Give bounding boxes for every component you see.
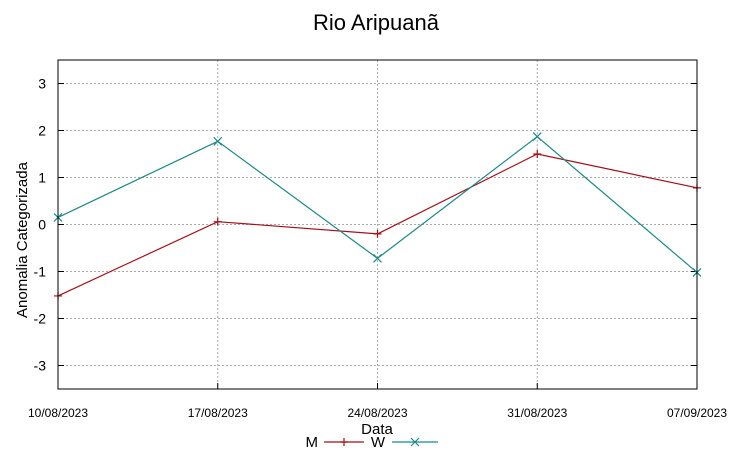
data-point — [373, 253, 382, 263]
x-tick-label: 31/08/2023 — [507, 406, 567, 420]
legend-marker — [410, 437, 420, 447]
data-point — [213, 217, 222, 226]
x-axis-label: Data — [361, 421, 393, 438]
data-point — [213, 136, 223, 146]
x-tick-label: 24/08/2023 — [347, 406, 407, 420]
legend-item-w: W — [371, 434, 438, 451]
y-tick-label: -1 — [34, 264, 47, 280]
legend-item-m: M — [306, 434, 364, 451]
x-tick-label: 10/08/2023 — [28, 406, 88, 420]
plot-frame — [57, 59, 698, 390]
y-tick-label: -2 — [34, 311, 47, 327]
legend-marker — [340, 438, 348, 446]
chart-title: Rio Aripuanã — [313, 10, 440, 35]
data-point — [532, 132, 542, 142]
y-tick-label: 0 — [38, 217, 46, 233]
y-axis-label: Anomalia Categorizada — [14, 161, 31, 318]
legend-label: M — [306, 434, 319, 451]
grid — [58, 60, 697, 389]
y-tick-label: 3 — [38, 76, 46, 92]
y-tick-label: -3 — [34, 358, 47, 374]
x-tick-label: 07/09/2023 — [667, 406, 727, 420]
x-tick-label: 17/08/2023 — [188, 406, 248, 420]
y-tick-label: 1 — [38, 170, 46, 186]
ticks: 3 2 1 0 -1 -2 -3 10/08/2023 17/08/2023 24/08/2023… — [28, 76, 727, 421]
data-point — [373, 229, 382, 238]
legend-label: W — [371, 434, 386, 451]
y-tick-label: 2 — [38, 123, 46, 139]
data-point — [533, 150, 542, 158]
